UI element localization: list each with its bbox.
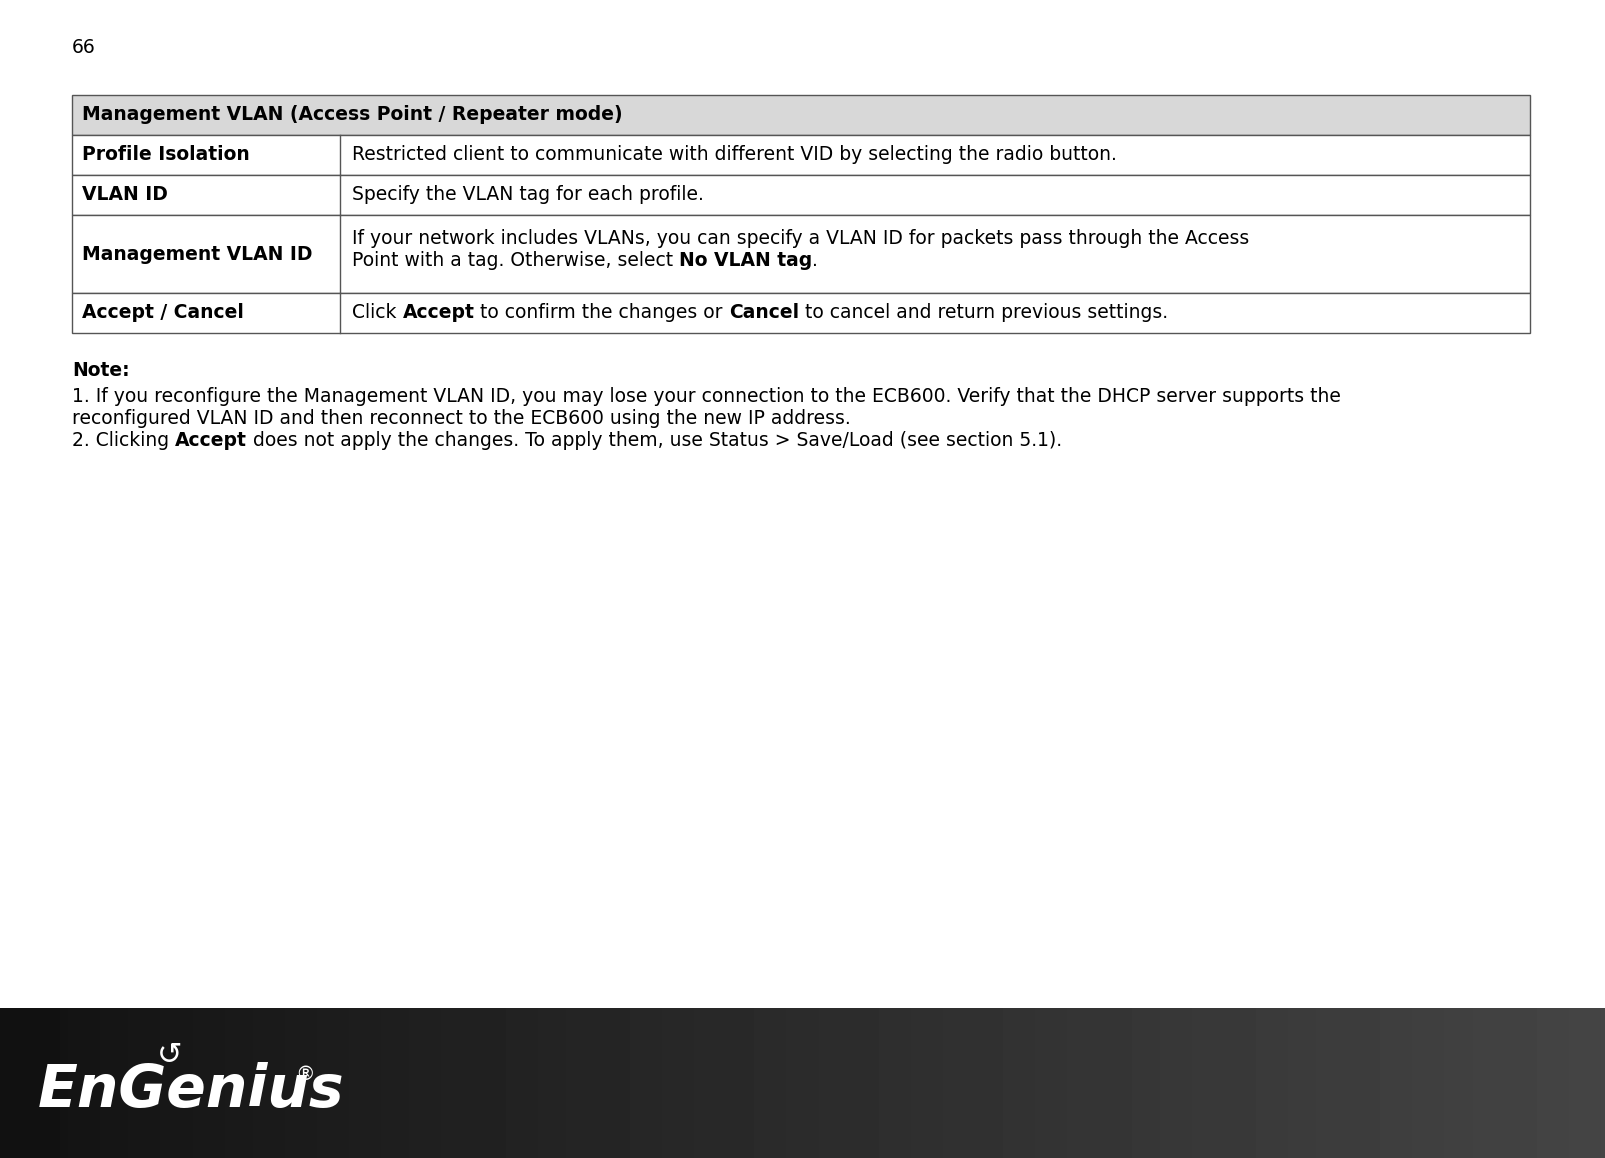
Text: Profile Isolation: Profile Isolation: [82, 146, 250, 164]
Bar: [72, 135, 1530, 175]
Bar: [72, 215, 1530, 293]
Text: Point with a tag. Otherwise, select: Point with a tag. Otherwise, select: [351, 251, 679, 270]
Text: Accept / Cancel: Accept / Cancel: [82, 303, 244, 322]
Text: If your network includes VLANs, you can specify a VLAN ID for packets pass throu: If your network includes VLANs, you can …: [351, 229, 1249, 248]
Bar: [72, 95, 1530, 135]
Text: VLAN ID: VLAN ID: [82, 185, 169, 205]
Text: 2. Clicking: 2. Clicking: [72, 431, 175, 450]
Text: Management VLAN (Access Point / Repeater mode): Management VLAN (Access Point / Repeater…: [82, 105, 623, 125]
Bar: [72, 293, 1530, 334]
Bar: [0, 1007, 59, 1158]
Text: Note:: Note:: [72, 361, 130, 380]
Text: 66: 66: [72, 38, 96, 57]
Text: Cancel: Cancel: [729, 303, 799, 322]
Text: Specify the VLAN tag for each profile.: Specify the VLAN tag for each profile.: [351, 185, 705, 205]
Text: No VLAN tag: No VLAN tag: [679, 251, 812, 270]
Text: Accept: Accept: [175, 431, 247, 450]
Text: EnGenius: EnGenius: [39, 1063, 345, 1120]
Text: Restricted client to communicate with different VID by selecting the radio butto: Restricted client to communicate with di…: [351, 146, 1117, 164]
Text: ®: ®: [295, 1065, 315, 1085]
Text: ↺: ↺: [157, 1041, 183, 1070]
Text: to cancel and return previous settings.: to cancel and return previous settings.: [799, 303, 1168, 322]
Text: Management VLAN ID: Management VLAN ID: [82, 244, 313, 264]
Text: Accept: Accept: [403, 303, 475, 322]
Text: reconfigured VLAN ID and then reconnect to the ECB600 using the new IP address.: reconfigured VLAN ID and then reconnect …: [72, 409, 851, 428]
Text: to confirm the changes or: to confirm the changes or: [475, 303, 729, 322]
Bar: [72, 175, 1530, 215]
Text: does not apply the changes. To apply them, use Status > Save/Load (see section 5: does not apply the changes. To apply the…: [247, 431, 1063, 450]
Text: 1. If you reconfigure the Management VLAN ID, you may lose your connection to th: 1. If you reconfigure the Management VLA…: [72, 387, 1340, 406]
Text: Click: Click: [351, 303, 403, 322]
Text: .: .: [812, 251, 819, 270]
